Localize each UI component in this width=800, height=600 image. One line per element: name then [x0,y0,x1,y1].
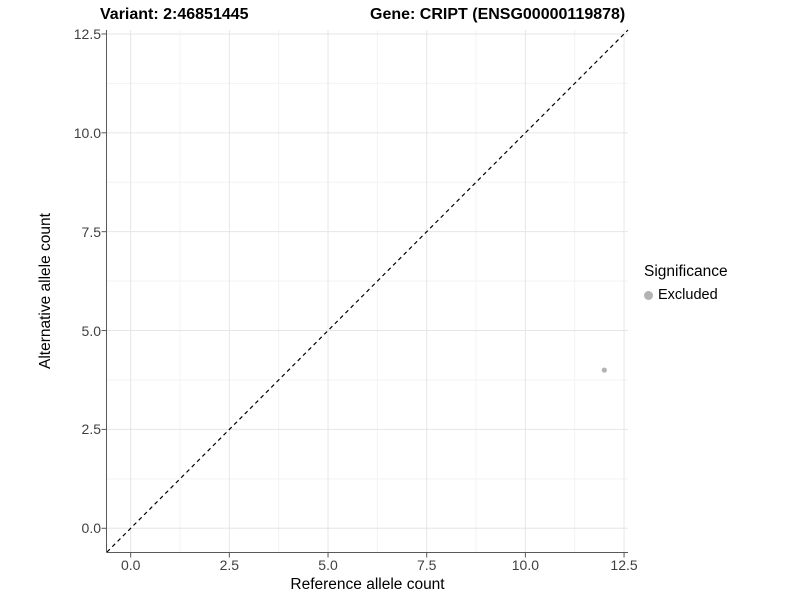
x-tick-label: 2.5 [219,557,240,573]
x-tick-label: 10.0 [511,557,539,573]
legend-item-label: Excluded [658,287,718,303]
legend-item-excluded: Excluded [644,287,728,303]
plot-title-gene: Gene: CRIPT (ENSG00000119878) [370,6,626,23]
y-tick-label: 2.5 [81,421,101,438]
legend-title: Significance [644,263,728,280]
legend: Significance Excluded [644,263,728,303]
y-tick-label: 7.5 [81,223,101,240]
y-tick-label: 0.0 [81,520,101,537]
y-axis-title: Alternative allele count [37,213,54,369]
x-axis-title: Reference allele count [290,576,445,593]
x-tick-label: 0.0 [120,557,141,573]
y-tick-label: 10.0 [73,124,101,141]
plot-title-variant: Variant: 2:46851445 [100,6,249,23]
legend-key-dot-icon [644,290,653,300]
y-tick-label: 5.0 [81,322,101,339]
x-tick-label: 5.0 [318,557,338,573]
x-tick-label: 7.5 [416,557,437,573]
y-tick-label: 12.5 [73,25,101,42]
x-tick-label: 12.5 [610,557,638,573]
data-point [601,367,607,373]
identity-reference-line [106,29,629,553]
